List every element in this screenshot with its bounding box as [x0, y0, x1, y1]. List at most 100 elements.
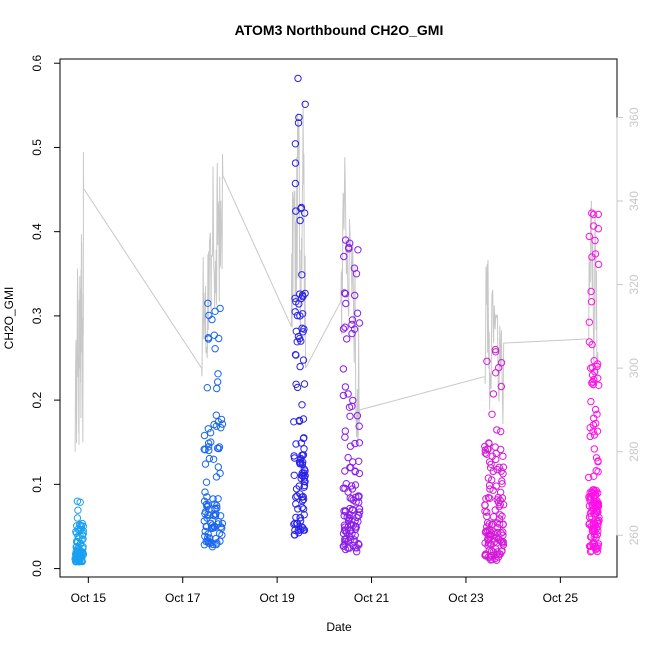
data-point — [499, 531, 507, 539]
data-point — [353, 412, 362, 420]
data-point — [344, 453, 352, 462]
data-point — [498, 477, 506, 485]
data-point — [294, 332, 303, 341]
data-point — [203, 503, 211, 511]
data-point — [587, 547, 596, 555]
data-point — [297, 439, 305, 447]
y-tick-label: 0.6 — [30, 55, 44, 72]
data-point — [218, 519, 227, 528]
data-point — [203, 493, 211, 501]
data-point — [585, 232, 593, 241]
data-point — [294, 119, 303, 127]
data-point — [351, 523, 360, 531]
data-point — [294, 74, 302, 83]
data-point — [301, 100, 309, 109]
right-axis-tick-label: 320 — [627, 274, 641, 294]
data-point — [291, 179, 300, 188]
data-point — [491, 348, 500, 356]
data-point — [297, 526, 305, 534]
data-point — [590, 431, 599, 439]
data-point — [291, 294, 299, 302]
data-point — [585, 338, 594, 346]
data-point — [214, 378, 222, 386]
data-point — [484, 445, 492, 453]
data-point — [299, 451, 308, 459]
data-point — [495, 550, 503, 558]
data-point — [339, 325, 348, 333]
data-point — [349, 396, 357, 405]
data-point — [206, 429, 215, 437]
data-point — [594, 225, 603, 233]
data-point — [340, 507, 348, 515]
data-point — [590, 486, 598, 494]
data-point — [491, 506, 499, 514]
data-point — [497, 382, 505, 391]
data-point — [212, 411, 221, 419]
data-point — [215, 443, 224, 451]
data-point — [291, 308, 299, 316]
data-point — [208, 315, 216, 324]
data-point — [594, 374, 602, 382]
data-point — [298, 324, 306, 332]
data-point — [204, 425, 213, 433]
data-point — [484, 474, 492, 482]
data-point — [489, 390, 498, 398]
data-point — [212, 473, 221, 481]
data-point — [355, 422, 363, 430]
data-point — [299, 415, 308, 423]
points-layer — [71, 74, 603, 566]
data-point — [299, 493, 307, 501]
data-point — [353, 548, 361, 556]
data-point — [493, 426, 501, 434]
data-point — [342, 299, 350, 308]
data-point — [341, 523, 349, 531]
data-point — [593, 502, 602, 510]
data-point — [79, 529, 88, 538]
data-point — [339, 365, 348, 373]
data-point — [493, 465, 501, 474]
data-point — [79, 535, 87, 543]
data-point — [354, 492, 363, 500]
data-point — [296, 362, 304, 371]
data-point — [349, 506, 357, 515]
data-point — [339, 391, 348, 400]
data-point — [341, 323, 349, 331]
data-point — [355, 505, 364, 513]
data-point — [298, 291, 307, 299]
data-point — [75, 545, 84, 554]
data-point — [293, 338, 301, 346]
data-point — [486, 485, 494, 493]
data-point — [483, 357, 491, 365]
data-point — [213, 444, 222, 452]
y-tick-label: 0.3 — [30, 307, 44, 324]
data-point — [586, 432, 594, 441]
data-point — [210, 331, 219, 339]
data-point — [290, 418, 298, 426]
data-point — [216, 304, 224, 313]
data-point — [595, 381, 603, 389]
x-tick-label: Oct 23 — [448, 591, 484, 605]
data-point — [340, 512, 348, 520]
data-point — [74, 506, 82, 514]
data-point — [300, 380, 309, 388]
data-point — [341, 290, 350, 298]
data-point — [587, 298, 596, 306]
data-point — [587, 397, 595, 406]
data-point — [218, 420, 227, 428]
data-point — [209, 455, 218, 463]
data-point — [201, 488, 209, 496]
data-point — [293, 311, 302, 320]
data-point — [207, 438, 215, 446]
right-axis-tick-label: 360 — [627, 107, 641, 127]
data-point — [491, 345, 500, 354]
data-point — [347, 463, 355, 472]
data-point — [204, 299, 212, 307]
data-point — [295, 417, 304, 425]
data-point — [296, 460, 304, 468]
data-point — [299, 526, 308, 534]
data-point — [593, 547, 601, 556]
data-point — [340, 542, 348, 550]
data-point — [204, 334, 213, 342]
data-point — [485, 527, 494, 535]
